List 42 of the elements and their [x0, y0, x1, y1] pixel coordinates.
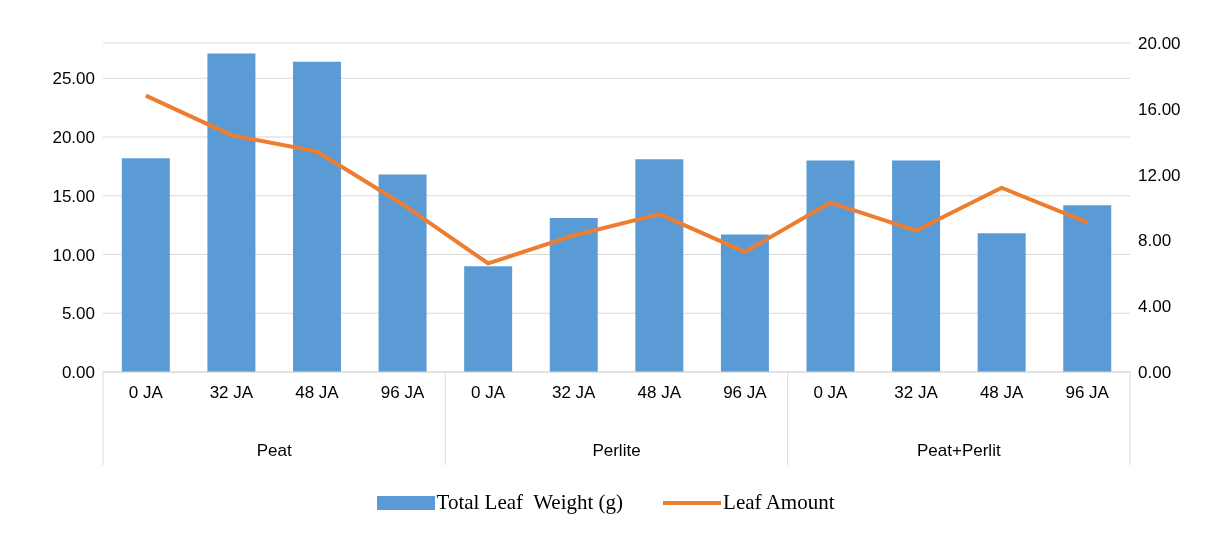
y2-tick-label: 4.00 [1138, 297, 1172, 317]
bar [464, 266, 513, 372]
x-tick-label: 32 JA [551, 383, 597, 402]
x-tick-label: 96 JA [723, 383, 768, 402]
bar [892, 160, 941, 372]
y2-tick-label: 16.00 [1138, 99, 1181, 119]
y-tick-label: 15.00 [52, 186, 95, 206]
bar [549, 218, 598, 372]
x-tick-label: 96 JA [380, 383, 425, 402]
bar [378, 174, 427, 372]
x-tick-label: 48 JA [979, 383, 1025, 402]
y-tick-label: 0.00 [61, 363, 95, 383]
x-tick-label: 48 JA [295, 383, 340, 402]
bar [977, 233, 1026, 372]
x-tick-label: 0 JA [813, 383, 849, 402]
bar [207, 53, 256, 372]
x-tick-label: 48 JA [637, 383, 682, 402]
y2-tick-label: 8.00 [1138, 231, 1172, 251]
text: Peat [256, 441, 292, 460]
y-tick-label: 20.00 [52, 128, 95, 148]
x-tick-label: 0 JA [471, 383, 506, 402]
x-tick-label: 96 JA [1065, 383, 1110, 402]
bar [806, 160, 855, 372]
y-tick-label: 10.00 [52, 245, 95, 265]
x-tick-label: 0 JA [128, 383, 164, 402]
bar [293, 61, 341, 372]
bar [121, 158, 170, 372]
legend-label: Leaf Amount [722, 490, 835, 515]
bar [635, 159, 684, 372]
y2-tick-label: 12.00 [1138, 165, 1181, 185]
text: Peat+Perlit [917, 441, 1001, 460]
text: Perlite [592, 441, 641, 460]
y-tick-label: 5.00 [61, 304, 95, 324]
x-tick-label: 32 JA [894, 383, 939, 402]
bar [1063, 205, 1112, 372]
y2-tick-label: 0.00 [1138, 363, 1172, 383]
legend-label: Total Leaf Weight (g) [435, 490, 624, 515]
bar [720, 234, 769, 372]
line-series [143, 93, 1090, 266]
x-tick-label: 32 JA [209, 383, 254, 402]
y-tick-label: 25.00 [52, 69, 95, 89]
y2-tick-label: 20.00 [1138, 34, 1181, 54]
